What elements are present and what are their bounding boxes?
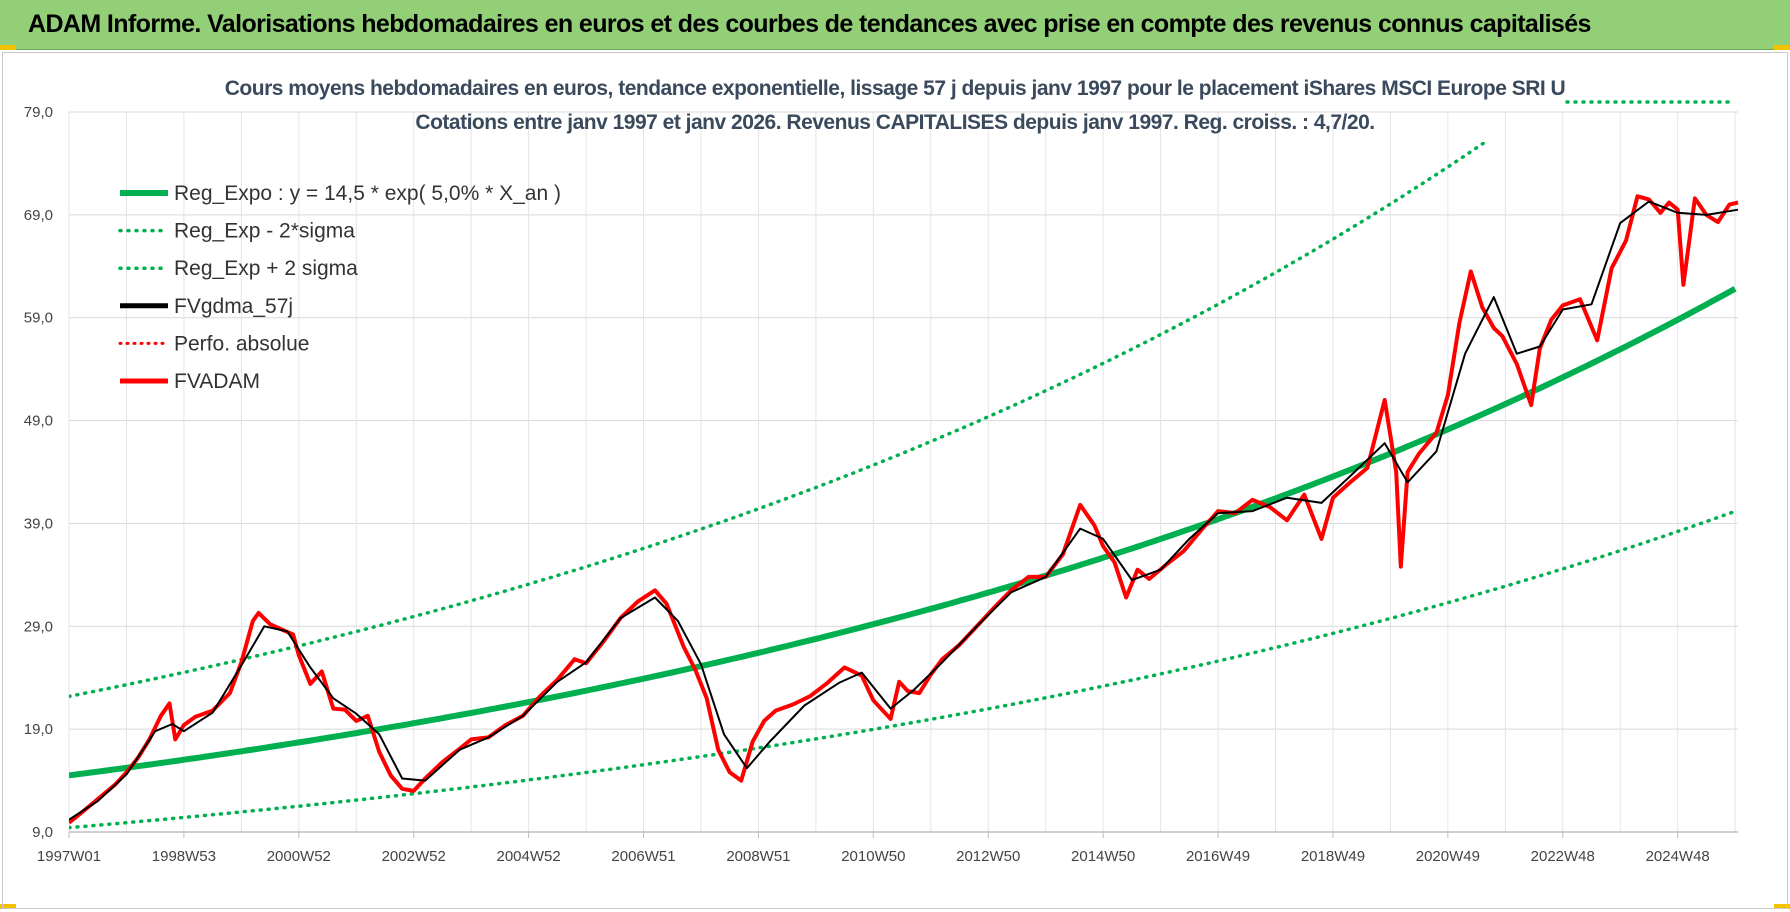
chart-title: Cours moyens hebdomadaires en euros, ten…	[224, 77, 1566, 100]
y-tick-label: 19,0	[24, 721, 53, 738]
chart-subtitle: Cotations entre janv 1997 et janv 2026. …	[415, 111, 1375, 134]
y-tick-label: 79,0	[24, 104, 53, 121]
x-tick-label: 2020W49	[1416, 848, 1480, 865]
series-reg-expo	[69, 286, 1737, 779]
series-reg-lower	[69, 509, 1737, 830]
x-tick-label: 2016W49	[1186, 848, 1250, 865]
y-tick-label: 9,0	[32, 824, 53, 841]
corner-marker-top-left	[0, 45, 16, 50]
x-tick-label: 2018W49	[1301, 848, 1365, 865]
x-tick-label: 1997W01	[37, 848, 101, 865]
y-tick-label: 39,0	[24, 515, 53, 532]
legend-label-reg_upper: Reg_Exp + 2 sigma	[174, 257, 358, 280]
x-tick-label: 2012W50	[956, 848, 1020, 865]
series-fvgdma	[69, 200, 1739, 821]
x-tick-label: 2010W50	[841, 848, 905, 865]
x-axis: 1997W01 1998W53 2000W52 2002W52 2004W52 2006W…	[37, 831, 1738, 865]
gridlines	[68, 111, 1738, 833]
corner-marker-top-right	[1774, 45, 1790, 50]
y-tick-label: 49,0	[24, 413, 53, 430]
corner-marker-bottom-left	[0, 904, 16, 909]
x-tick-label: 2006W51	[611, 848, 675, 865]
x-tick-label: 2002W52	[382, 848, 446, 865]
series-fvadam	[69, 194, 1739, 825]
x-tick-label: 2004W52	[497, 848, 561, 865]
x-tick-label: 2008W51	[726, 848, 790, 865]
y-tick-label: 29,0	[24, 618, 53, 635]
series-reg-upper	[69, 142, 1489, 699]
y-tick-label: 59,0	[24, 310, 53, 327]
report-title: ADAM Informe. Valorisations hebdomadaire…	[28, 10, 1591, 38]
header-banner: ADAM Informe. Valorisations hebdomadaire…	[0, 0, 1790, 50]
legend-label-perfo: Perfo. absolue	[174, 332, 309, 355]
x-tick-label: 2000W52	[267, 848, 331, 865]
series-layer	[69, 142, 1739, 830]
y-axis: 79,0 69,0 59,0 49,0 39,0 29,0 19,0 9,0	[24, 104, 53, 841]
legend-label-reg_lower: Reg_Exp - 2*sigma	[174, 220, 355, 243]
x-tick-label: 2024W48	[1646, 848, 1710, 865]
legend-label-fvgdma: FVgdma_57j	[174, 295, 293, 318]
corner-marker-bottom-right	[1774, 904, 1790, 909]
legend-label-fvadam: FVADAM	[174, 370, 260, 393]
chart-frame	[2, 52, 1788, 909]
legend-label-reg_expo: Reg_Expo : y = 14,5 * exp( 5,0% * X_an )	[174, 182, 561, 205]
y-tick-label: 69,0	[24, 207, 53, 224]
x-tick-label: 2014W50	[1071, 848, 1135, 865]
x-tick-label: 1998W53	[152, 848, 216, 865]
x-tick-label: 2022W48	[1531, 848, 1595, 865]
legend: Reg_Expo : y = 14,5 * exp( 5,0% * X_an )…	[118, 182, 561, 393]
